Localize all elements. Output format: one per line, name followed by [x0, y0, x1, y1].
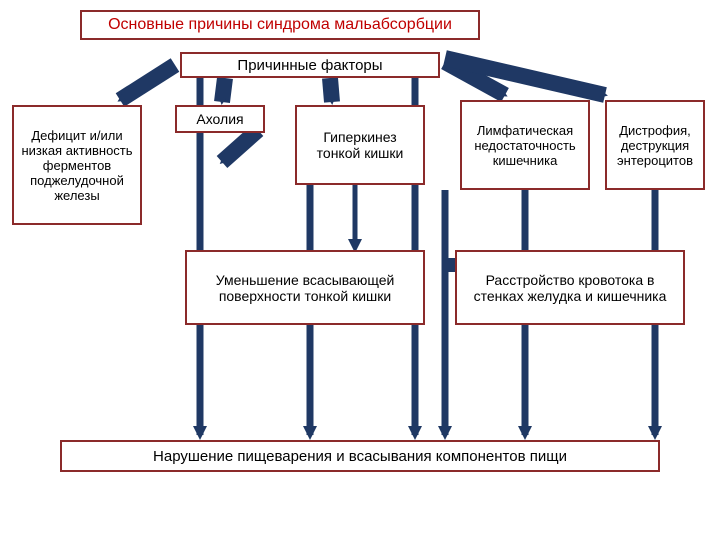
node-factors: Причинные факторы — [180, 52, 440, 78]
node-deficit: Дефицит и/или низкая активность ферменто… — [12, 105, 142, 225]
node-deficit-text: Дефицит и/или низкая активность ферменто… — [20, 128, 134, 203]
node-dystrophy: Дистрофия, деструкция энтероцитов — [605, 100, 705, 190]
node-surface-text: Уменьшение всасывающей поверхности тонко… — [193, 272, 417, 304]
node-lymph: Лимфатическая недостаточность кишечника — [460, 100, 590, 190]
node-result: Нарушение пищеварения и всасывания компо… — [60, 440, 660, 472]
node-result-text: Нарушение пищеварения и всасывания компо… — [153, 448, 567, 465]
node-hyperkinesis-text: Гиперкинез тонкой кишки — [303, 129, 417, 161]
node-dystrophy-text: Дистрофия, деструкция энтероцитов — [613, 123, 697, 168]
node-blood: Расстройство кровотока в стенках желудка… — [455, 250, 685, 325]
node-acholia-text: Ахолия — [196, 111, 243, 127]
title-box: Основные причины синдрома мальабсорбции — [80, 10, 480, 40]
node-blood-text: Расстройство кровотока в стенках желудка… — [463, 272, 677, 304]
node-factors-text: Причинные факторы — [237, 57, 382, 74]
node-surface: Уменьшение всасывающей поверхности тонко… — [185, 250, 425, 325]
title-text: Основные причины синдрома мальабсорбции — [108, 16, 452, 34]
node-hyperkinesis: Гиперкинез тонкой кишки — [295, 105, 425, 185]
node-acholia: Ахолия — [175, 105, 265, 133]
node-lymph-text: Лимфатическая недостаточность кишечника — [468, 123, 582, 168]
